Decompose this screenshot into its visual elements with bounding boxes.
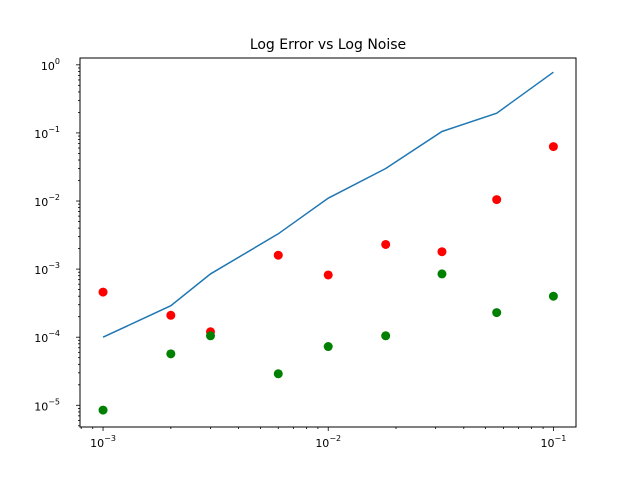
x-tick-label-exponent: −3 — [104, 434, 116, 443]
scatter-point-red — [273, 250, 283, 260]
scatter-point-green — [492, 308, 502, 318]
y-tick-label-exponent: −3 — [48, 261, 60, 270]
scatter-point-red — [98, 287, 108, 297]
x-tick-label-base: 10 — [541, 437, 555, 450]
y-tick-label: 100 — [41, 57, 60, 73]
y-tick-label-base: 10 — [34, 400, 48, 413]
scatter-point-green — [166, 349, 176, 359]
chart-title: Log Error vs Log Noise — [250, 37, 406, 53]
y-tick-label-base: 10 — [34, 196, 48, 209]
y-tick-label: 10−1 — [34, 125, 60, 141]
scatter-point-green — [98, 405, 108, 415]
y-tick-label: 10−2 — [34, 193, 60, 209]
y-tick-label: 10−5 — [34, 397, 60, 413]
x-tick-label: 10−1 — [541, 434, 567, 450]
scatter-point-red — [323, 270, 333, 280]
scatter-point-red — [381, 239, 391, 249]
y-tick-label-exponent: −5 — [48, 397, 60, 406]
scatter-point-green — [273, 369, 283, 379]
scatter-point-red — [492, 195, 502, 205]
scatter-point-green — [323, 342, 333, 352]
x-tick-label: 10−3 — [90, 434, 116, 450]
y-tick-label: 10−4 — [34, 329, 60, 345]
scatter-point-green — [548, 291, 558, 301]
y-tick-label-base: 10 — [41, 60, 55, 73]
y-tick-label-base: 10 — [34, 332, 48, 345]
y-tick-label-exponent: −4 — [48, 329, 60, 338]
x-tick-label-exponent: −1 — [555, 434, 567, 443]
scatter-point-green — [437, 269, 447, 279]
y-tick-label-exponent: 0 — [55, 57, 60, 66]
y-tick-label-exponent: −2 — [48, 193, 60, 202]
plot-frame — [79, 57, 577, 428]
scatter-point-green — [381, 331, 391, 341]
scatter-point-red — [166, 310, 176, 320]
y-tick-label-base: 10 — [34, 264, 48, 277]
y-tick-label-exponent: −1 — [48, 125, 60, 134]
scatter-point-red — [437, 247, 447, 257]
series-line — [102, 71, 554, 338]
y-tick-label-base: 10 — [34, 128, 48, 141]
x-tick-label-base: 10 — [315, 437, 329, 450]
x-tick-label-exponent: −2 — [329, 434, 341, 443]
x-tick-label-base: 10 — [90, 437, 104, 450]
scatter-point-green — [205, 331, 215, 341]
scatter-point-red — [548, 142, 558, 152]
x-tick-label: 10−2 — [315, 434, 341, 450]
y-tick-label: 10−3 — [34, 261, 60, 277]
